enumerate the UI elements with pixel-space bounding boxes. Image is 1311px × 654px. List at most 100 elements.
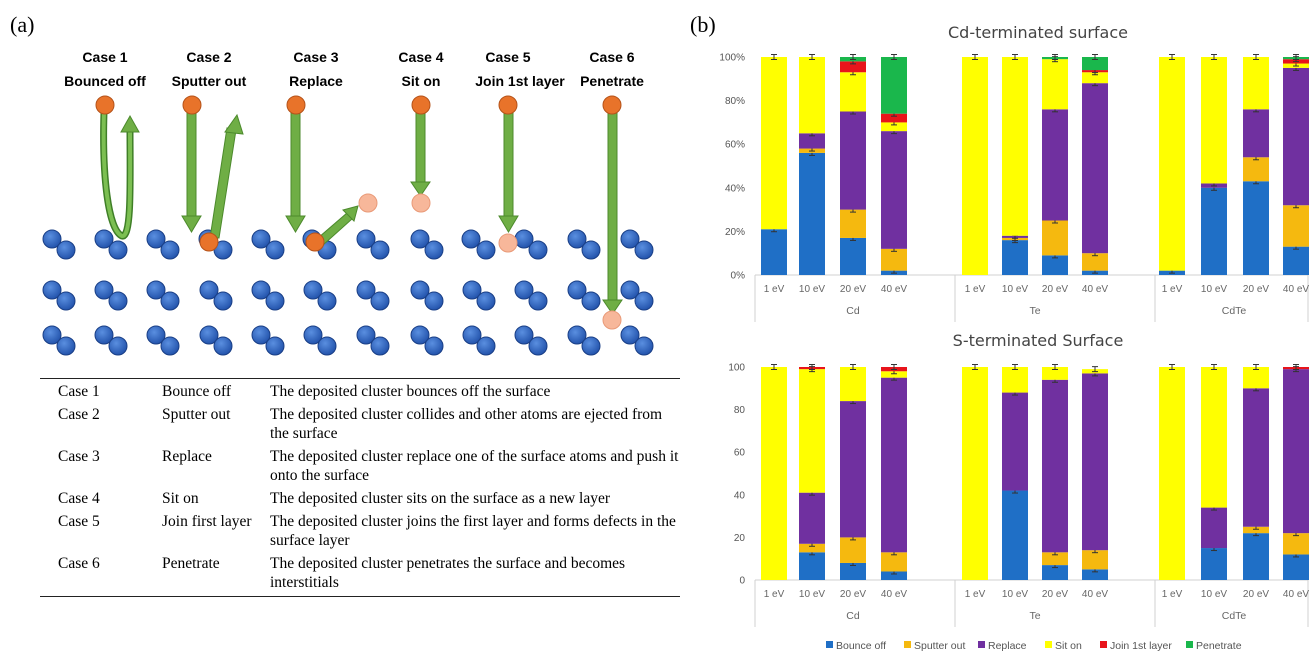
lattice-atom: [317, 291, 337, 311]
chart-title: S-terminated Surface: [953, 331, 1124, 350]
case-3-incoming-cluster: [286, 95, 306, 115]
x-tick-label: 40 eV: [881, 284, 907, 295]
bar-segment: [1201, 183, 1227, 188]
error-bar: [1052, 252, 1058, 259]
group-label: Te: [1029, 305, 1040, 317]
error-bar: [771, 226, 777, 233]
y-tick-label: 80%: [725, 96, 745, 107]
bar-segment: [840, 367, 866, 402]
case-4-sitting-cluster: [411, 193, 431, 213]
bar-segment: [761, 57, 787, 230]
error-bar: [891, 54, 897, 60]
error-bar: [1092, 366, 1098, 373]
lattice-atom: [462, 325, 482, 345]
lattice-atom: [370, 240, 390, 260]
bar-segment: [799, 369, 825, 493]
bar-segment: [799, 152, 825, 275]
bar-segment: [881, 377, 907, 553]
error-bar: [891, 549, 897, 556]
lattice-atom-pair: [462, 325, 496, 356]
bar-segment: [840, 111, 866, 210]
error-bar: [1052, 549, 1058, 556]
case-name-cell: Bounce off: [162, 383, 232, 400]
lattice-atom: [476, 291, 496, 311]
table-row: Case 4 Sit on The deposited cluster sits o…: [40, 489, 680, 508]
bar-segment: [1082, 70, 1108, 73]
case-4-down-arrow-head: [410, 181, 431, 197]
error-bar: [972, 364, 978, 370]
bar-segment: [1201, 367, 1227, 508]
error-bar: [850, 69, 856, 76]
bar-segment: [1201, 187, 1227, 275]
bar-segment: [1002, 235, 1028, 238]
case-name-cell: Join first layer: [162, 513, 252, 530]
error-bar: [1092, 566, 1098, 573]
y-tick-label: 40%: [725, 183, 745, 194]
chart-legend: Bounce off Sputter out Replace Sit on Join 1…: [826, 640, 1242, 652]
lattice-atom: [213, 291, 233, 311]
bar-segment: [1283, 369, 1309, 534]
bar-segment: [881, 122, 907, 132]
case-2-title: Case 2: [186, 49, 231, 65]
bar-segment: [1042, 565, 1068, 580]
bar-segment: [799, 552, 825, 580]
error-bar: [809, 540, 815, 547]
error-bar: [1293, 551, 1299, 558]
case-6-incoming-cluster: [602, 95, 622, 115]
legend-label: Sit on: [1055, 640, 1082, 652]
bar-segment: [881, 57, 907, 114]
lattice-atom: [567, 325, 587, 345]
y-tick-label: 40: [734, 490, 746, 501]
x-tick-label: 40 eV: [881, 589, 907, 600]
lattice-atom: [56, 240, 76, 260]
cd-terminated-chart: Cd-terminated surface 0% 20% 40% 60% 80% 100% 1…: [719, 23, 1309, 322]
x-tick-label: 1 eV: [764, 284, 785, 295]
lattice-atom: [370, 336, 390, 356]
lattice-atom-pair: [199, 280, 233, 311]
error-bar: [850, 234, 856, 241]
y-tick-label: 80: [734, 405, 746, 416]
lattice-atom: [303, 280, 323, 300]
legend-item: Sputter out: [904, 640, 965, 652]
bar-segment: [1283, 67, 1309, 206]
case-3-down-arrow: [290, 109, 301, 219]
error-bar: [850, 58, 856, 65]
bar-segment: [1283, 59, 1309, 64]
lattice-atom: [108, 240, 128, 260]
case-number-cell: Case 1: [58, 383, 100, 400]
lattice-atom: [146, 229, 166, 249]
x-tick-label: 40 eV: [1283, 589, 1309, 600]
case-name-cell: Penetrate: [162, 555, 220, 572]
lattice-atom: [265, 291, 285, 311]
case-2-down-arrow: [186, 109, 197, 219]
lattice-atom-pair: [410, 325, 444, 356]
bar-segment: [1082, 57, 1108, 71]
bar-segment: [840, 209, 866, 238]
legend-swatch: [978, 641, 985, 648]
x-tick-label: 10 eV: [1201, 589, 1227, 600]
error-bar: [809, 130, 815, 137]
lattice-atom: [160, 336, 180, 356]
error-bar: [1092, 67, 1098, 74]
error-bar: [1169, 364, 1175, 370]
lattice-atom: [634, 291, 654, 311]
x-tick-label: 1 eV: [965, 284, 986, 295]
bar-segment: [1283, 57, 1309, 60]
bar-segment: [799, 133, 825, 149]
case-description-cell: The deposited cluster bounces off the su…: [270, 383, 551, 400]
bar-segment: [1082, 83, 1108, 254]
error-bar: [1169, 54, 1175, 60]
bar-segment: [881, 113, 907, 123]
lattice-atom: [94, 325, 114, 345]
error-bar: [891, 110, 897, 117]
lattice-atom: [356, 280, 376, 300]
case-2-subtitle: Sputter out: [172, 73, 247, 89]
x-tick-label: 40 eV: [1283, 284, 1309, 295]
lattice-atom-pair: [303, 280, 337, 311]
panel-b-label: (b): [690, 12, 716, 37]
error-bar: [1092, 547, 1098, 554]
case-number-cell: Case 3: [58, 448, 100, 465]
lattice-atom-pair: [94, 325, 128, 356]
lattice-atom: [265, 336, 285, 356]
error-bar: [1012, 364, 1018, 370]
